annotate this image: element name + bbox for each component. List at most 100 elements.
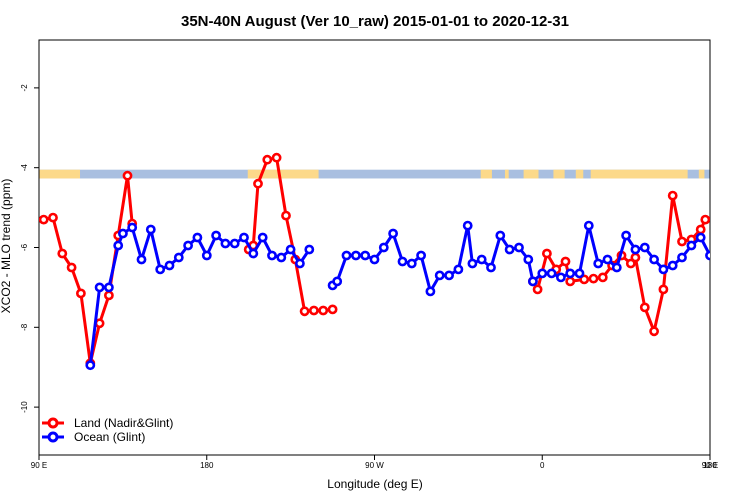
data-point <box>686 240 697 251</box>
y-tick-label: -10 <box>20 401 29 413</box>
y-axis-title: XCO2 - MLO trend (ppm) <box>0 179 13 314</box>
data-point <box>705 250 710 261</box>
data-point <box>700 214 710 225</box>
data-point <box>514 242 524 253</box>
data-point <box>155 264 166 275</box>
data-point <box>104 282 114 293</box>
data-point <box>504 244 515 255</box>
data-point <box>667 260 678 271</box>
land-series <box>39 152 746 369</box>
x-tick-label: 90 E <box>702 461 718 470</box>
data-point <box>425 286 436 297</box>
data-point <box>173 252 184 263</box>
y-tick-label: -6 <box>20 243 29 251</box>
data-point <box>294 258 305 269</box>
data-point <box>495 230 506 241</box>
data-point <box>444 270 454 281</box>
data-point <box>630 252 641 263</box>
x-tick-label: 180 <box>703 461 717 470</box>
data-point <box>649 326 659 337</box>
data-point <box>588 273 599 284</box>
data-point <box>304 244 315 255</box>
data-point <box>593 258 604 269</box>
legend-ocean-label: Ocean (Glint) <box>74 430 145 444</box>
y-tick-label: -8 <box>20 323 29 331</box>
data-point <box>332 276 343 287</box>
x-tick-label: 90 W <box>365 461 384 470</box>
data-point <box>625 258 636 269</box>
series-line <box>43 174 134 365</box>
data-point <box>730 264 737 271</box>
data-point <box>122 170 133 181</box>
data-point <box>39 214 49 225</box>
data-point <box>709 216 710 219</box>
mask-band-ocean <box>39 169 710 179</box>
data-point <box>574 268 585 279</box>
data-point <box>462 220 473 231</box>
x-axis-title: Longitude (deg E) <box>327 477 422 491</box>
data-point <box>602 254 613 265</box>
data-point <box>192 232 203 243</box>
data-point <box>299 306 310 317</box>
mask-band-land <box>247 169 319 179</box>
x-tick-label: 90 E <box>31 461 47 470</box>
mask-band-land <box>590 169 688 179</box>
data-point <box>739 290 746 297</box>
data-point <box>183 240 193 251</box>
data-point <box>597 272 608 283</box>
plot-frame <box>38 39 711 456</box>
data-point <box>528 276 538 287</box>
data-point <box>113 240 124 251</box>
data-point <box>136 254 147 265</box>
data-point <box>285 244 296 255</box>
data-point <box>145 224 156 235</box>
data-point <box>85 360 96 371</box>
data-point <box>556 272 566 283</box>
x-tick-label: 180 <box>200 461 214 470</box>
mask-band-land <box>480 169 492 179</box>
data-point <box>695 224 706 235</box>
data-point <box>48 212 58 223</box>
data-point <box>267 250 277 261</box>
data-point <box>220 238 231 249</box>
data-point <box>164 260 175 271</box>
data-point <box>76 288 86 299</box>
data-point <box>639 302 650 313</box>
data-point <box>630 244 641 255</box>
data-point <box>476 254 487 265</box>
data-point <box>523 254 534 265</box>
data-point <box>397 256 408 267</box>
data-point <box>253 178 263 189</box>
data-point <box>201 250 212 261</box>
data-point <box>546 268 557 279</box>
data-point <box>308 305 319 316</box>
data-point <box>416 250 426 261</box>
legend-land-label: Land (Nadir&Glint) <box>74 416 173 430</box>
mask-band-land <box>39 169 81 179</box>
mask-band-land <box>553 169 565 179</box>
data-point <box>281 210 291 221</box>
data-point <box>94 282 105 293</box>
data-point <box>649 254 659 265</box>
data-point <box>229 238 240 249</box>
data-point <box>57 248 68 259</box>
data-point <box>453 264 464 275</box>
chart-title: 35N-40N August (Ver 10_raw) 2015-01-01 t… <box>181 13 569 30</box>
y-tick-label: -2 <box>20 84 29 92</box>
data-point <box>537 268 548 279</box>
data-point <box>262 154 273 165</box>
ocean-series <box>85 220 710 371</box>
data-point <box>66 262 77 273</box>
data-point <box>271 152 282 163</box>
mask-band-land <box>504 169 509 179</box>
data-point <box>621 230 631 241</box>
data-point <box>350 250 361 261</box>
data-point <box>211 230 221 241</box>
data-point <box>583 220 594 231</box>
data-point <box>369 254 380 265</box>
data-point <box>239 232 249 243</box>
data-point <box>611 262 622 273</box>
data-point <box>118 228 128 239</box>
data-point <box>378 242 389 253</box>
